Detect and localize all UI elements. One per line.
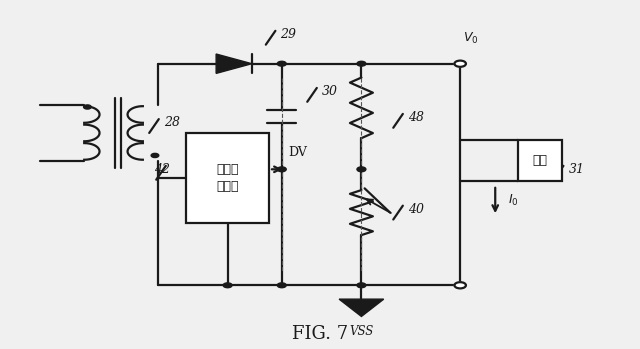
Text: 30: 30: [322, 85, 338, 98]
Polygon shape: [339, 299, 384, 317]
Text: $V_0$: $V_0$: [463, 31, 479, 46]
Circle shape: [357, 61, 366, 66]
Text: 29: 29: [280, 28, 296, 41]
Text: 31: 31: [568, 163, 584, 176]
Circle shape: [454, 282, 466, 288]
Circle shape: [223, 283, 232, 288]
Text: 負荷: 負荷: [532, 154, 547, 167]
FancyBboxPatch shape: [186, 133, 269, 223]
Circle shape: [357, 167, 366, 172]
Text: コント
ローラ: コント ローラ: [216, 163, 239, 193]
Circle shape: [277, 61, 286, 66]
Text: VSS: VSS: [349, 325, 374, 338]
Text: 42: 42: [154, 163, 170, 176]
Text: 40: 40: [408, 202, 424, 216]
Circle shape: [357, 283, 366, 288]
Text: FIG. 7: FIG. 7: [292, 325, 348, 343]
Text: DV: DV: [288, 146, 307, 159]
Text: $I_0$: $I_0$: [508, 193, 518, 208]
Text: 28: 28: [164, 116, 180, 129]
Circle shape: [454, 61, 466, 67]
Circle shape: [84, 105, 92, 109]
Polygon shape: [216, 54, 252, 73]
Circle shape: [277, 167, 286, 172]
Circle shape: [151, 153, 159, 157]
Text: 48: 48: [408, 111, 424, 124]
FancyBboxPatch shape: [518, 140, 562, 181]
Circle shape: [277, 283, 286, 288]
